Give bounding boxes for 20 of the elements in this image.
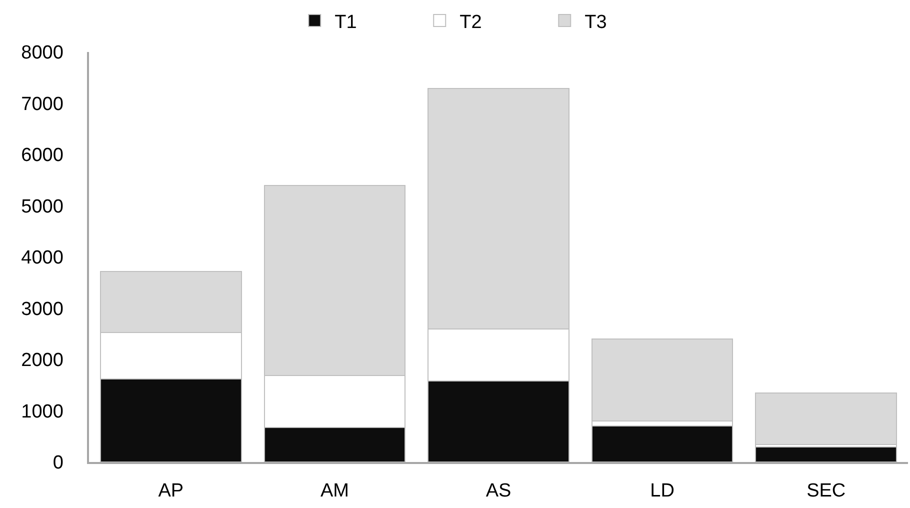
legend-label: T3 xyxy=(584,12,607,33)
x-tick-label: SEC xyxy=(806,480,846,502)
legend-label: T1 xyxy=(334,12,357,33)
legend-label: T2 xyxy=(460,12,482,33)
y-tick-label: 1000 xyxy=(21,401,64,422)
y-tick-label: 2000 xyxy=(21,350,64,372)
y-tick-label: 0 xyxy=(52,452,64,474)
x-tick-label: AM xyxy=(320,480,349,502)
y-tick-label: 6000 xyxy=(21,145,64,166)
y-tick-label: 8000 xyxy=(21,42,64,64)
y-tick-label: 3000 xyxy=(21,298,64,320)
bar xyxy=(755,446,898,462)
y-tick-label: 5000 xyxy=(21,196,64,218)
y-tick-label: 7000 xyxy=(21,94,64,115)
bar xyxy=(591,426,734,462)
x-tick-label: AP xyxy=(158,480,184,502)
x-tick-label: LD xyxy=(650,480,674,502)
y-tick-label: 4000 xyxy=(21,248,64,269)
bar xyxy=(755,392,898,446)
x-tick-label: AS xyxy=(486,480,512,502)
